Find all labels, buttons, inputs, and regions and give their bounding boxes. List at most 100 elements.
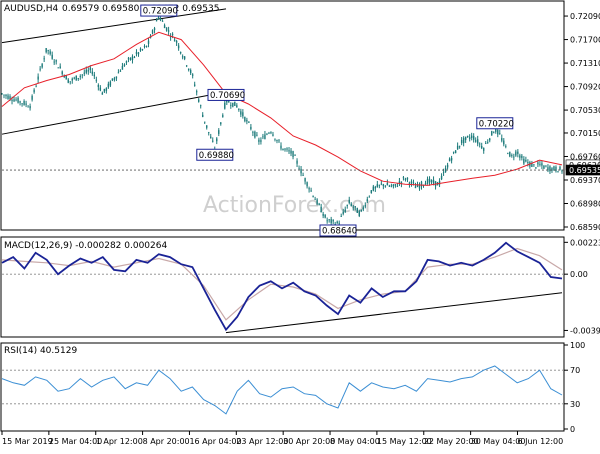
candle-body: [497, 129, 499, 135]
candle-body: [141, 49, 144, 51]
candle-body: [278, 140, 280, 142]
candle-body: [509, 151, 511, 157]
candle-body: [272, 134, 274, 136]
candle-body: [250, 126, 252, 130]
candle-body: [218, 130, 220, 134]
candle-body: [547, 167, 549, 171]
candle-body: [388, 185, 391, 187]
price-y-tick-label: 0.68980: [570, 199, 600, 208]
candle-body: [208, 131, 210, 133]
macd-y-tick-label: -0.00395: [570, 326, 600, 335]
rsi-y-tick-label: 70: [570, 366, 580, 375]
candle-body: [167, 30, 170, 32]
price-annotation-box: [196, 148, 234, 161]
candle-body: [49, 51, 51, 54]
candle-body: [472, 135, 475, 140]
candle-body: [460, 139, 463, 144]
x-tick-label: 8 Apr 20:00: [143, 437, 190, 446]
candle-body: [450, 157, 453, 161]
candle-body: [368, 196, 371, 198]
price-y-tick-label: 0.71310: [570, 59, 600, 68]
candle-body: [352, 206, 354, 208]
candle-body: [89, 67, 92, 71]
candle-body: [59, 66, 61, 69]
candle-body: [95, 79, 98, 81]
candle-body: [252, 131, 254, 133]
candle-body: [418, 185, 421, 189]
candle-body: [5, 94, 7, 97]
macd-support-line: [225, 292, 563, 334]
candle-body: [113, 78, 116, 80]
candle-body: [493, 132, 495, 134]
candle-body: [541, 163, 543, 166]
price-y-axis: 0.72090 0.71700 0.71310 0.70920 0.70530 0.701…: [564, 12, 600, 232]
candle-body: [1, 93, 3, 95]
candle-body: [382, 184, 385, 187]
candle-body: [256, 134, 258, 136]
candle-body: [55, 60, 57, 62]
candle-body: [531, 163, 533, 167]
candle-body: [204, 121, 206, 123]
candle-body: [356, 208, 358, 213]
candle-body: [210, 136, 212, 139]
candle-body: [561, 170, 563, 172]
price-channel-lines: [1, 8, 227, 135]
macd-panel-frame: [0, 236, 565, 338]
candle-body: [133, 57, 136, 58]
candle-body: [236, 105, 238, 108]
current-price-label: 0.69535: [569, 166, 600, 175]
candle-body: [254, 131, 256, 138]
candle-body: [294, 155, 296, 156]
candle-body: [15, 99, 17, 101]
candle-body: [444, 168, 447, 173]
candle-body: [129, 57, 132, 60]
candle-body: [151, 30, 154, 34]
candle-body: [266, 134, 268, 136]
channel-line-upper: [1, 8, 227, 44]
candle-body: [551, 168, 553, 171]
candle-body: [220, 122, 222, 125]
candle-body: [79, 76, 81, 77]
candle-body: [147, 40, 150, 44]
candle-body: [320, 206, 322, 213]
candle-body: [539, 164, 541, 165]
price-annotations: 0.72090 0.70690 0.69880 0.68640 0.70220: [140, 4, 514, 237]
candle-body: [464, 136, 467, 140]
candle-body: [39, 68, 41, 70]
rsi-title: RSI(14) 40.5129: [4, 346, 77, 356]
candle-body: [244, 117, 246, 122]
candle-body: [380, 183, 383, 185]
candle-body: [501, 138, 503, 141]
candle-body: [370, 190, 373, 193]
candle-body: [61, 71, 63, 75]
candle-body: [232, 102, 234, 107]
candle-body: [344, 209, 346, 212]
candle-body: [85, 69, 88, 73]
candle-body: [394, 184, 397, 186]
x-tick-label: 6 Jun 12:00: [517, 437, 563, 446]
candle-body: [216, 138, 218, 142]
candle-body: [446, 164, 449, 168]
x-tick-label: 23 Apr 12:00: [236, 437, 288, 446]
price-annotation-box: [476, 117, 514, 130]
x-tick-label: 30 May 04:00: [471, 437, 526, 446]
macd-lines: [1, 241, 564, 334]
price-y-tick-label: 0.70920: [570, 83, 600, 92]
candle-body: [115, 76, 118, 79]
candle-body: [91, 71, 94, 74]
x-tick-label: 1 Apr 12:00: [96, 437, 143, 446]
candle-body: [139, 48, 142, 51]
candle-body: [483, 147, 485, 151]
candle-body: [523, 158, 525, 164]
macd-signal-line: [1, 247, 563, 321]
candle-body: [420, 181, 423, 187]
macd-y-axis: 0.002237 0.00 -0.00395: [564, 238, 600, 335]
candle-body: [288, 150, 290, 152]
candle-body: [426, 178, 429, 184]
candle-body: [246, 119, 248, 122]
candle-body: [145, 45, 148, 48]
candle-body: [378, 184, 381, 186]
macd-panel: MACD(12,26,9) -0.000282 0.000264 0.00223…: [0, 236, 600, 338]
candle-body: [69, 81, 71, 83]
